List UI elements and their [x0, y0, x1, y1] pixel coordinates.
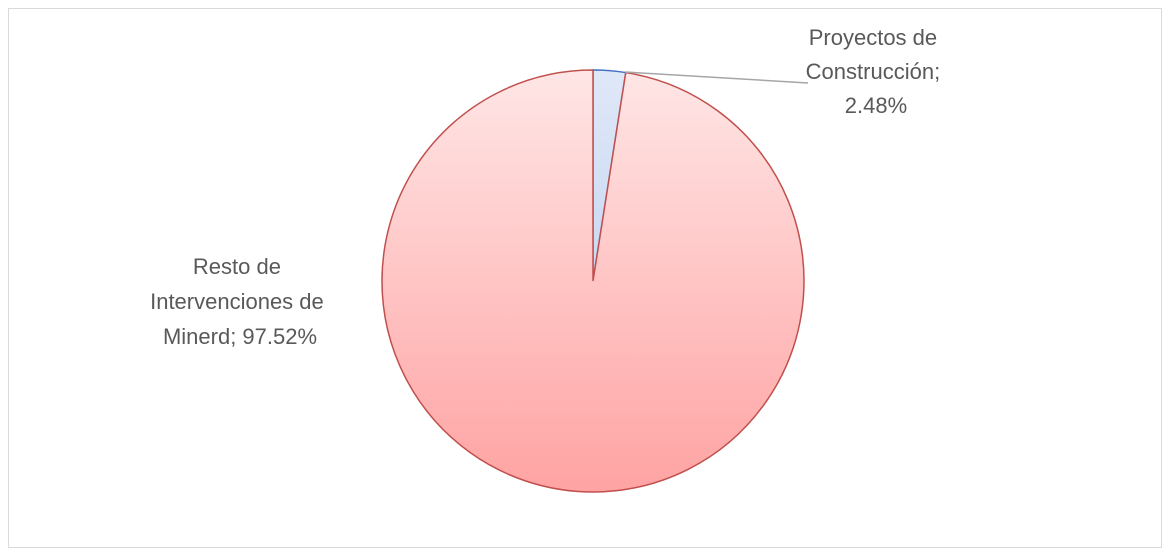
pie-slice-resto	[381, 69, 805, 493]
data-label-proyectos: Proyectos de Construcción; 2.48%	[806, 25, 947, 118]
leader-line-proyectos	[624, 71, 809, 84]
data-label-resto: Resto de Intervenciones de Minerd; 97.52…	[150, 254, 330, 349]
